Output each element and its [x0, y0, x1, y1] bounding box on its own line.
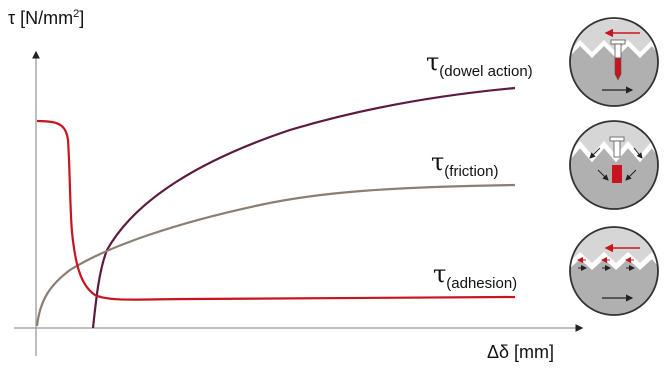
- friction-illustration: [569, 120, 659, 210]
- label-friction: τ(friction): [431, 148, 498, 180]
- adhesion-illustration: [569, 226, 659, 316]
- y-axis-label: τ [N/mm2]: [8, 8, 84, 28]
- label-adhesion: τ(adhesion): [433, 260, 517, 292]
- dowel-action-illustration: [569, 17, 659, 107]
- curve-friction: [35, 183, 516, 327]
- x-axis-label: Δδ [mm]: [487, 342, 554, 362]
- curve-dowel-action: [91, 86, 516, 329]
- label-dowel-action: τ(dowel action): [426, 48, 533, 80]
- curves: [35, 86, 516, 329]
- curve-adhesion: [36, 119, 516, 301]
- axes: [14, 50, 584, 356]
